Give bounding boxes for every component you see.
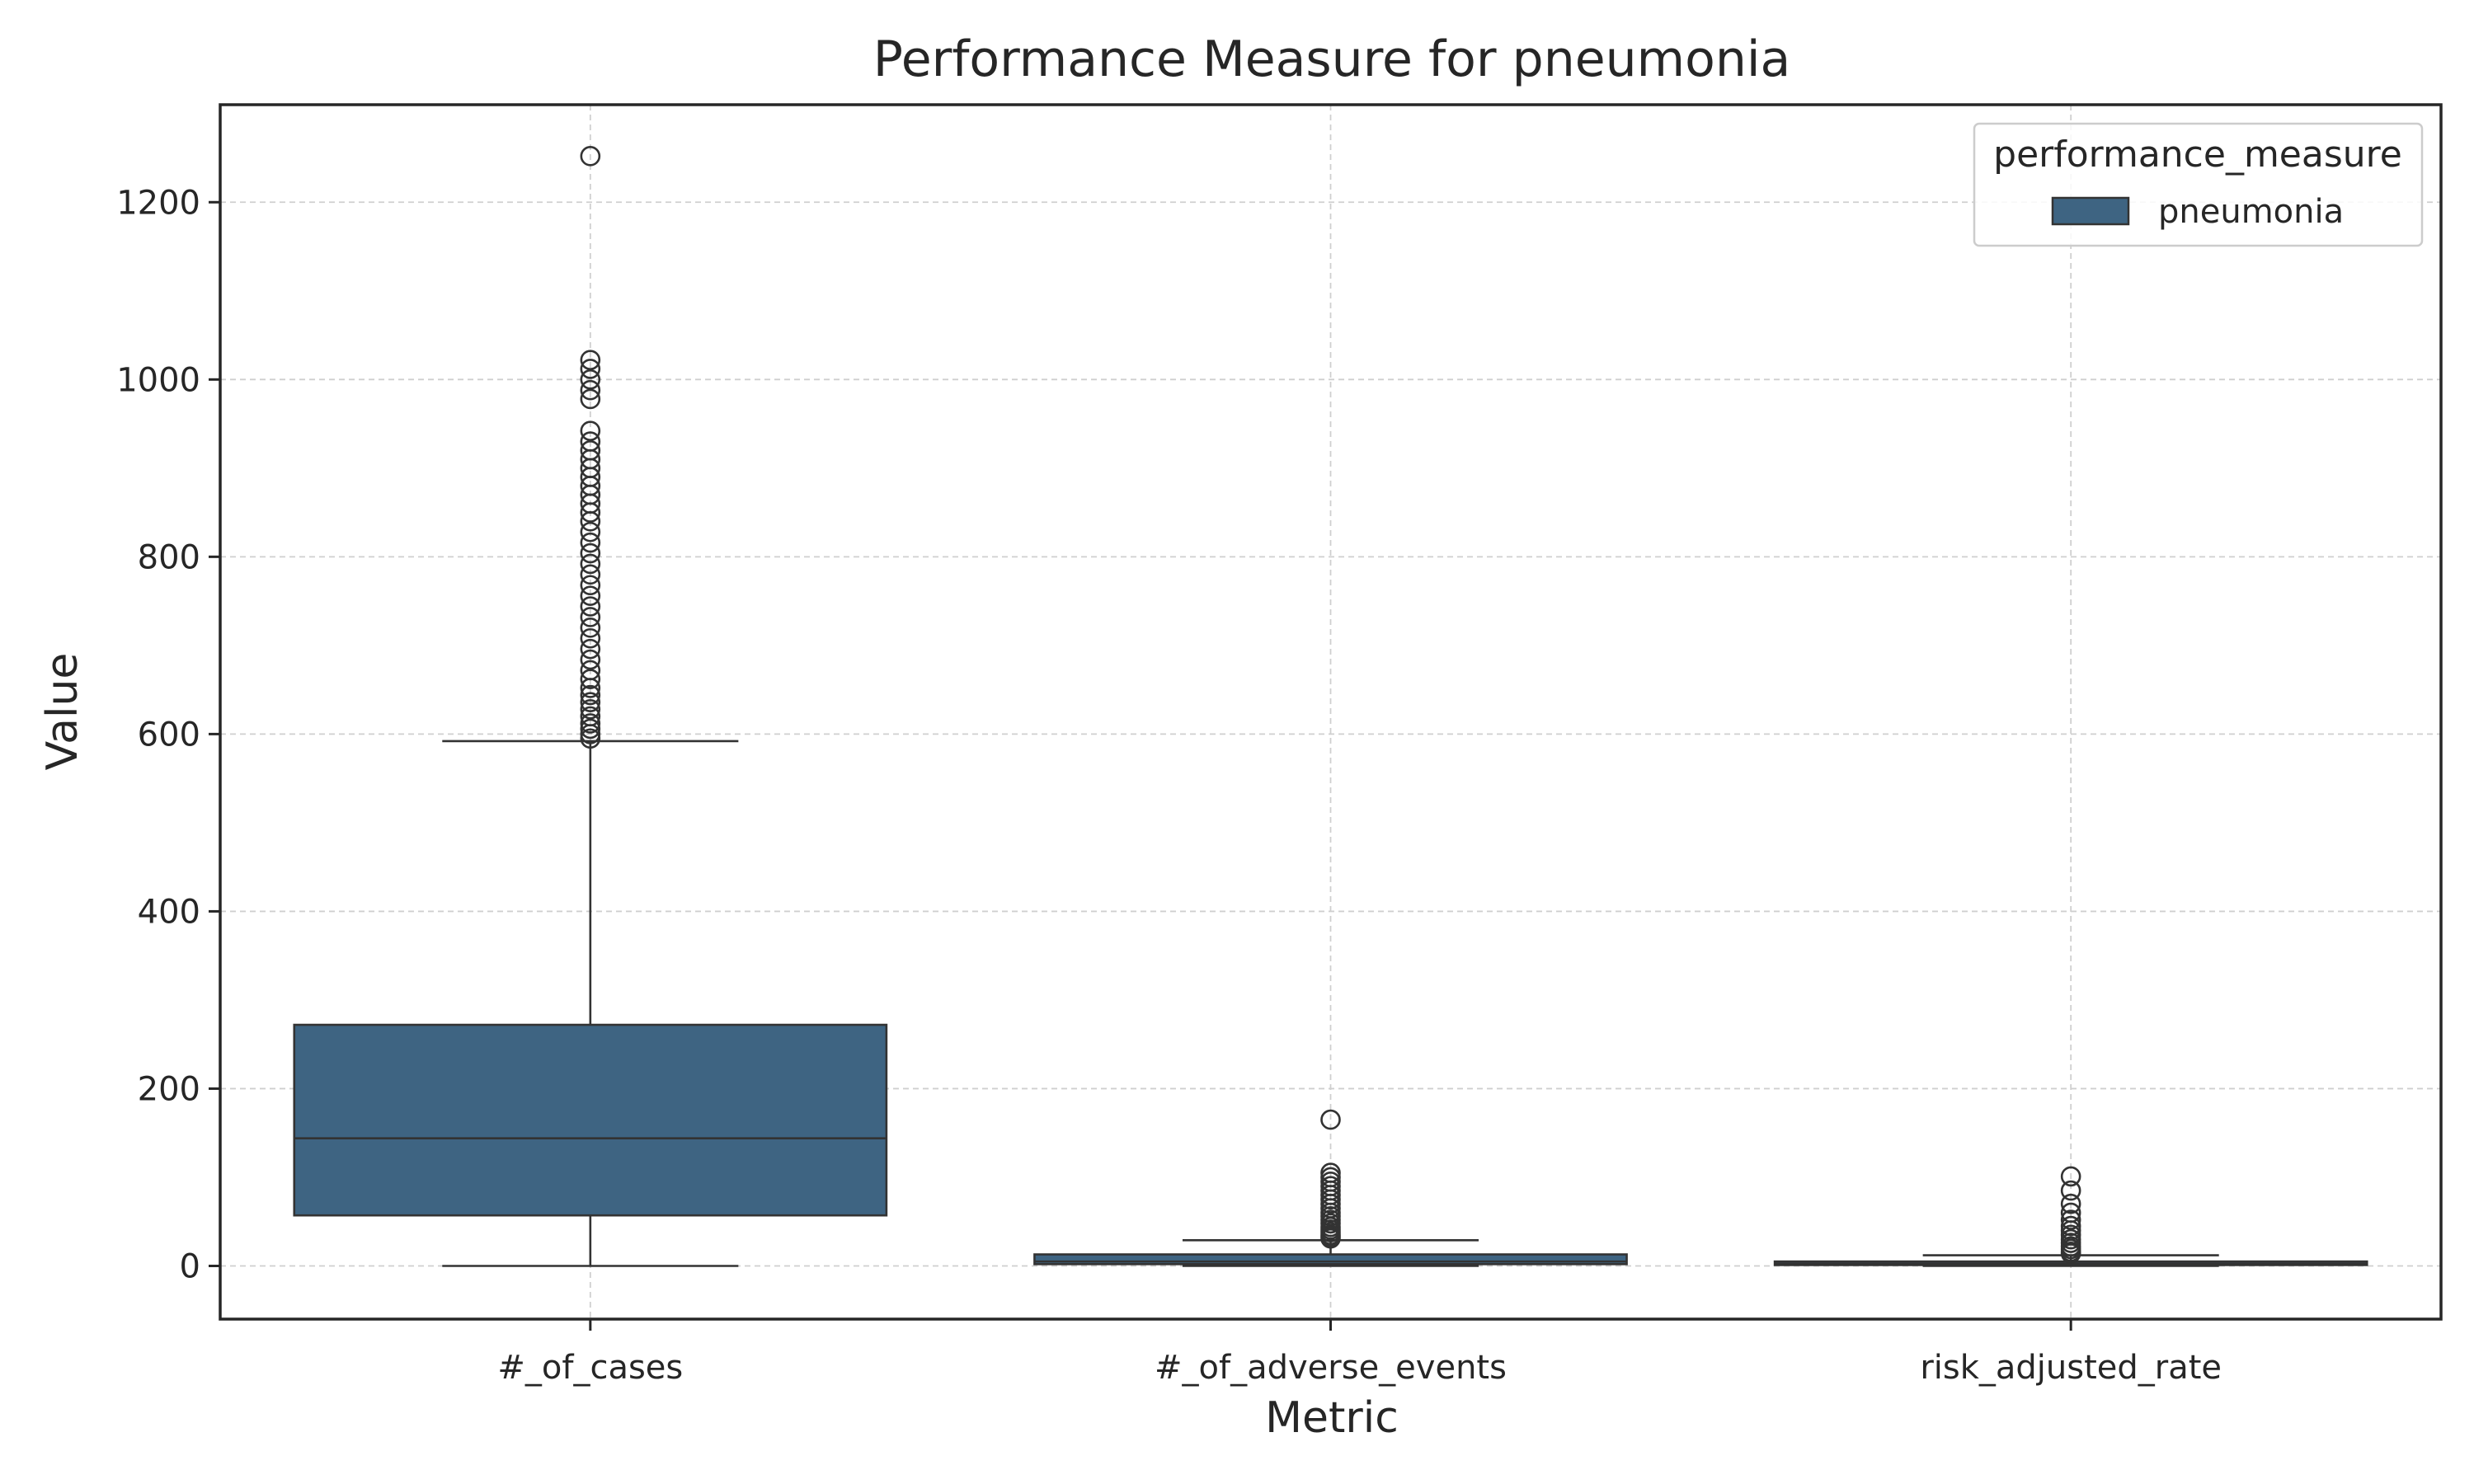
legend-title: performance_measure: [1993, 134, 2402, 176]
outlier-point: [580, 698, 601, 720]
outlier-point: [580, 618, 601, 638]
y-tick-label: 800: [138, 538, 200, 576]
outlier-point: [580, 146, 601, 167]
outlier-point: [580, 553, 601, 575]
x-tick-label: #_of_adverse_events: [1155, 1349, 1507, 1387]
y-tick-label: 200: [138, 1070, 200, 1108]
outlier-point: [580, 684, 601, 706]
outlier-point: [2060, 1209, 2081, 1230]
outlier-point: [580, 379, 601, 401]
outlier-point: [2060, 1243, 2081, 1264]
outlier-point: [580, 638, 601, 660]
outlier-point: [2060, 1193, 2081, 1214]
outlier-point: [580, 542, 601, 564]
outlier-point: [580, 627, 601, 649]
outlier-point: [580, 607, 601, 627]
box-series: [293, 146, 2368, 1267]
y-tick-label: 600: [138, 716, 200, 754]
outlier-point: [580, 713, 601, 734]
y-axis-ticks: 0 200 400 600 800 1000 1200: [116, 184, 220, 1285]
outlier-point: [2060, 1180, 2081, 1201]
x-axis-ticks: #_of_cases #_of_adverse_events risk_adjust…: [497, 1319, 2222, 1387]
outlier-point: [580, 564, 601, 585]
outlier-point: [580, 678, 601, 698]
y-tick-label: 1200: [116, 184, 200, 222]
box-iqr: [293, 1023, 888, 1217]
outlier-point: [580, 359, 601, 379]
outlier-point: [2060, 1166, 2081, 1187]
outlier-point: [580, 420, 601, 441]
y-tick-label: 1000: [116, 361, 200, 399]
outlier-point: [580, 669, 601, 690]
outlier-point: [580, 649, 601, 670]
outlier-point: [580, 388, 601, 410]
outlier-point: [1320, 1228, 1341, 1249]
x-axis-label: Metric: [1265, 1393, 1399, 1443]
x-tick-label: risk_adjusted_rate: [1920, 1349, 2222, 1387]
outlier-point: [580, 718, 601, 740]
outlier-point: [580, 728, 601, 749]
outlier-point: [580, 575, 601, 596]
plot-frame: [219, 103, 2443, 1321]
outlier-point: [580, 511, 601, 532]
box-iqr: [1033, 1253, 1628, 1266]
legend-swatch-pneumonia: [2051, 196, 2130, 226]
y-axis-label: Value: [38, 653, 87, 771]
outlier-point: [580, 502, 601, 523]
outlier-point: [580, 532, 601, 553]
legend: performance_measure pneumonia: [1973, 122, 2424, 247]
y-tick-label: 0: [180, 1247, 200, 1285]
legend-entry-pneumonia: pneumonia: [2158, 193, 2344, 231]
outlier-point: [580, 692, 601, 712]
outlier-point: [580, 521, 601, 542]
outlier-point: [580, 350, 601, 370]
x-tick-label: #_of_cases: [497, 1349, 683, 1387]
outlier-point: [580, 585, 601, 606]
outlier-point: [1320, 1109, 1341, 1130]
y-tick-label: 400: [138, 893, 200, 931]
outlier-point: [580, 369, 601, 390]
outlier-point: [580, 596, 601, 617]
chart-title: Performance Measure for pneumonia: [873, 31, 1791, 88]
